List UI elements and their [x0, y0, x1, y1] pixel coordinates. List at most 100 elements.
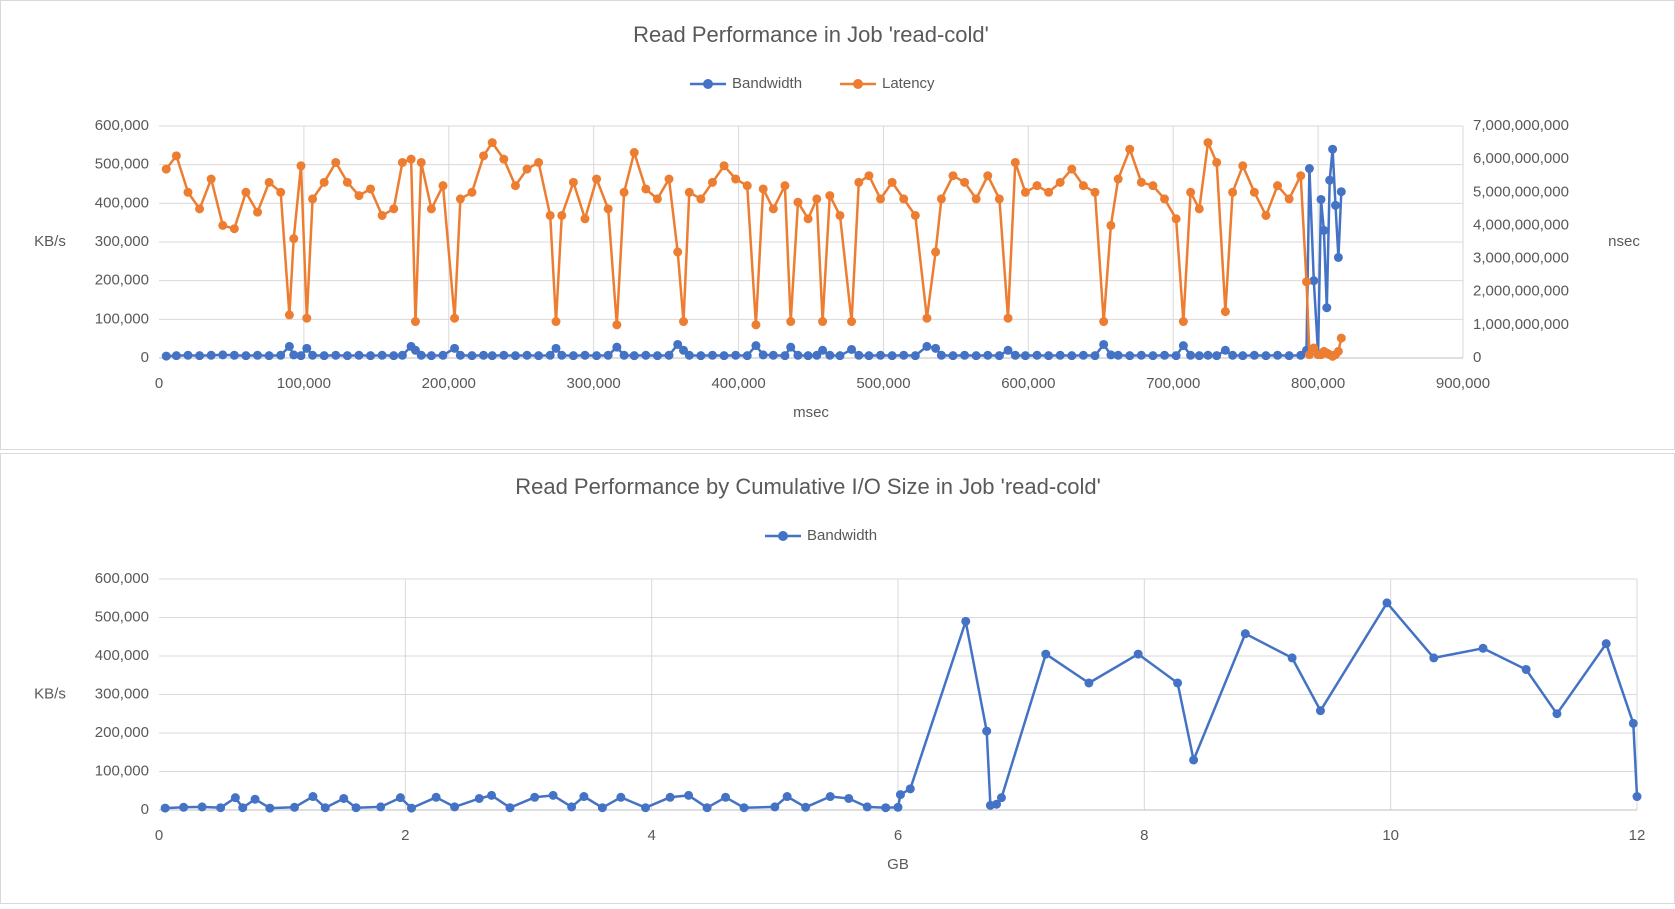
- data-point: [619, 187, 629, 197]
- data-point: [1319, 225, 1329, 235]
- data-point: [1309, 276, 1319, 286]
- x-tick-label: 600,000: [1001, 375, 1055, 392]
- data-point: [619, 350, 629, 360]
- y-tick-label: 500,000: [95, 156, 149, 173]
- chart-title: Read Performance in Job 'read-cold': [633, 22, 989, 47]
- y2-tick-label: 2,000,000,000: [1473, 283, 1569, 300]
- data-point: [545, 210, 555, 220]
- data-point: [331, 350, 341, 360]
- data-point: [1099, 317, 1109, 327]
- data-point: [410, 317, 420, 327]
- data-point: [284, 310, 294, 320]
- data-point: [1240, 629, 1250, 639]
- data-point: [876, 194, 886, 204]
- data-point: [397, 157, 407, 167]
- data-point: [936, 350, 946, 360]
- data-point: [206, 350, 216, 360]
- data-point: [1521, 664, 1531, 674]
- data-point: [354, 350, 364, 360]
- data-point: [721, 792, 731, 802]
- data-point: [568, 351, 578, 361]
- data-point: [751, 341, 761, 351]
- data-point: [1171, 214, 1181, 224]
- data-point: [616, 792, 626, 802]
- data-point: [1316, 194, 1326, 204]
- data-point: [1478, 643, 1488, 653]
- data-point: [195, 351, 205, 361]
- data-point: [818, 317, 828, 327]
- data-point: [1003, 313, 1013, 323]
- y2-tick-label: 0: [1473, 349, 1481, 366]
- data-point: [971, 194, 981, 204]
- data-point: [276, 187, 286, 197]
- data-point: [825, 191, 835, 201]
- data-point: [641, 184, 651, 194]
- data-point: [1261, 210, 1271, 220]
- y-axis-title: KB/s: [34, 233, 66, 250]
- x-axis-title: GB: [887, 856, 909, 873]
- data-point: [467, 187, 477, 197]
- data-point: [1273, 350, 1283, 360]
- y2-tick-label: 1,000,000,000: [1473, 316, 1569, 333]
- y-tick-label: 300,000: [95, 685, 149, 702]
- y-tick-label: 0: [141, 801, 149, 818]
- data-point: [652, 351, 662, 361]
- data-point: [1090, 187, 1100, 197]
- data-point: [825, 792, 835, 802]
- data-point: [1010, 350, 1020, 360]
- data-point: [1136, 350, 1146, 360]
- data-point: [545, 350, 555, 360]
- data-point: [1067, 164, 1077, 174]
- data-point: [302, 343, 312, 353]
- data-point: [612, 342, 622, 352]
- data-point: [786, 317, 796, 327]
- data-point: [1249, 187, 1259, 197]
- y-tick-label: 400,000: [95, 647, 149, 664]
- x-tick-label: 700,000: [1146, 375, 1200, 392]
- data-point: [684, 350, 694, 360]
- data-point: [389, 351, 399, 361]
- data-point: [377, 350, 387, 360]
- data-point: [195, 204, 205, 214]
- data-point: [366, 351, 376, 361]
- data-point: [1304, 350, 1314, 360]
- chart-panel: [0, 0, 1675, 450]
- data-point: [1044, 187, 1054, 197]
- data-point: [1261, 351, 1271, 361]
- data-point: [342, 351, 352, 361]
- data-point: [1336, 187, 1346, 197]
- data-point: [793, 197, 803, 207]
- data-point: [289, 350, 299, 360]
- data-point: [339, 793, 349, 803]
- data-point: [665, 792, 675, 802]
- data-point: [499, 350, 509, 360]
- x-tick-label: 800,000: [1291, 375, 1345, 392]
- data-point: [171, 151, 181, 161]
- data-point: [1552, 709, 1562, 719]
- data-point: [664, 350, 674, 360]
- data-point: [1273, 181, 1283, 191]
- data-point: [183, 350, 193, 360]
- data-point: [1220, 307, 1230, 317]
- data-point: [1032, 350, 1042, 360]
- data-point: [487, 351, 497, 361]
- data-point: [1171, 351, 1181, 361]
- y-tick-label: 100,000: [95, 310, 149, 327]
- data-point: [1238, 351, 1248, 361]
- data-point: [1296, 171, 1306, 181]
- data-point: [768, 204, 778, 214]
- data-point: [673, 247, 683, 257]
- data-point: [319, 351, 329, 361]
- data-point: [948, 171, 958, 181]
- y-tick-label: 400,000: [95, 194, 149, 211]
- chart-panel: [0, 453, 1675, 904]
- data-point: [1020, 187, 1030, 197]
- data-point: [895, 790, 905, 800]
- x-tick-label: 400,000: [711, 375, 765, 392]
- data-point: [320, 803, 330, 813]
- data-point: [410, 345, 420, 355]
- data-point: [597, 803, 607, 813]
- data-point: [510, 181, 520, 191]
- data-point: [1228, 350, 1238, 360]
